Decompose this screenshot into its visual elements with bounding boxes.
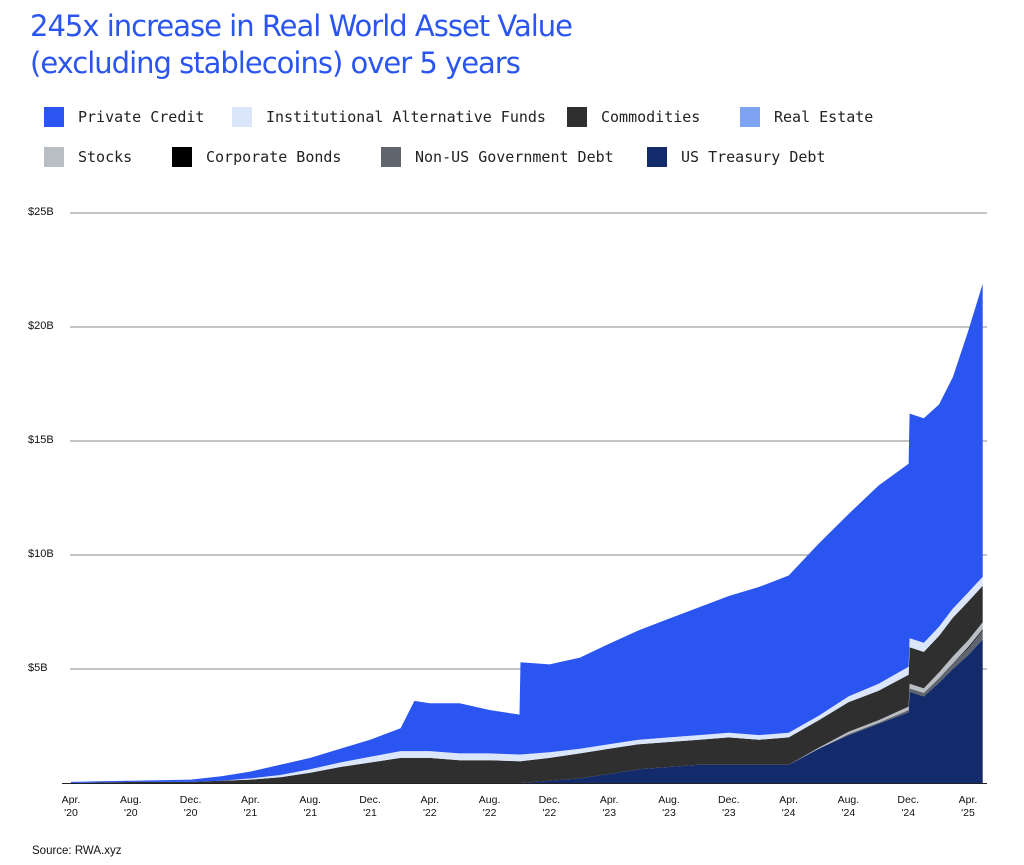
x-tick-label: Apr. '25	[948, 794, 988, 820]
x-tick-month: Apr.	[599, 794, 619, 806]
x-tick-month: Dec.	[897, 794, 919, 806]
legend-label: Institutional Alternative Funds	[266, 108, 546, 126]
legend-swatch	[172, 147, 192, 167]
x-tick-year: '25	[961, 807, 975, 819]
x-tick-year: '20	[123, 807, 138, 819]
x-tick-label: Aug. '21	[290, 794, 330, 820]
legend-label: US Treasury Debt	[681, 148, 826, 166]
x-tick-month: Dec.	[179, 794, 202, 806]
x-tick-month: Dec.	[538, 794, 561, 806]
legend-swatch	[567, 107, 587, 127]
x-tick-year: '23	[602, 807, 617, 819]
legend-item-non-us-government-debt: Non-US Government Debt	[381, 147, 614, 167]
x-tick-label: Apr. '23	[589, 794, 629, 820]
x-tick-label: Apr. '24	[769, 794, 809, 820]
x-tick-month: Apr.	[958, 794, 978, 806]
x-tick-year: '21	[363, 807, 377, 819]
area-private-credit	[71, 283, 983, 783]
x-tick-label: Dec. '24	[888, 794, 928, 820]
legend-label: Corporate Bonds	[206, 148, 342, 166]
legend-swatch	[647, 147, 667, 167]
x-tick-year: '20	[64, 807, 78, 819]
x-tick-month: Apr.	[779, 794, 798, 806]
x-tick-year: '22	[542, 807, 557, 819]
x-tick-month: Apr.	[420, 794, 440, 806]
legend-item-institutional-alternative-funds: Institutional Alternative Funds	[232, 107, 546, 127]
x-tick-month: Aug.	[478, 794, 501, 806]
x-tick-year: '22	[482, 807, 497, 819]
legend-item-us-treasury-debt: US Treasury Debt	[647, 147, 826, 167]
x-tick-label: Aug. '24	[828, 794, 868, 820]
y-tick-label: $15B	[28, 434, 54, 446]
x-tick-label: Aug. '22	[470, 794, 510, 820]
x-tick-month: Aug.	[299, 794, 321, 806]
legend-label: Private Credit	[78, 108, 205, 126]
x-tick-year: '24	[901, 807, 916, 819]
x-tick-label: Dec. '21	[350, 794, 390, 820]
x-tick-year: '23	[662, 807, 676, 819]
x-tick-year: '24	[781, 807, 796, 819]
legend-label: Commodities	[601, 108, 701, 126]
x-tick-label: Apr. '22	[410, 794, 450, 820]
source-note: Source: RWA.xyz	[32, 845, 122, 857]
x-tick-label: Dec. '23	[709, 794, 749, 820]
legend-item-corporate-bonds: Corporate Bonds	[172, 147, 341, 167]
x-tick-label: Apr. '21	[230, 794, 270, 820]
y-tick-label: $5B	[28, 662, 48, 674]
legend-swatch	[44, 107, 64, 127]
legend-item-stocks: Stocks	[44, 147, 132, 167]
x-tick-label: Apr. '20	[51, 794, 91, 820]
y-tick-label: $25B	[28, 206, 54, 218]
x-tick-year: '22	[422, 807, 437, 819]
legend-swatch	[381, 147, 401, 167]
x-tick-label: Aug. '20	[111, 794, 151, 820]
x-tick-label: Aug. '23	[649, 794, 689, 820]
title-line-1: 245x increase in Real World Asset Value	[30, 9, 573, 43]
area-us-treasury-debt	[71, 639, 983, 783]
x-tick-month: Apr.	[61, 794, 81, 806]
x-tick-year: '24	[841, 807, 856, 819]
legend-swatch	[232, 107, 252, 127]
x-tick-year: '20	[183, 807, 198, 819]
y-tick-label: $10B	[28, 548, 54, 560]
legend-item-real-estate: Real Estate	[740, 107, 873, 127]
x-tick-month: Dec.	[359, 794, 381, 806]
legend-label: Stocks	[78, 148, 133, 166]
x-tick-month: Dec.	[718, 794, 740, 806]
legend-label: Real Estate	[774, 108, 874, 126]
title-line-2: (excluding stablecoins) over 5 years	[30, 46, 521, 80]
x-tick-month: Aug.	[658, 794, 680, 806]
y-tick-label: $20B	[28, 320, 54, 332]
x-tick-month: Aug.	[837, 794, 860, 806]
x-tick-month: Apr.	[241, 794, 260, 806]
x-tick-year: '23	[721, 807, 736, 819]
legend-item-commodities: Commodities	[567, 107, 700, 127]
legend-swatch	[740, 107, 760, 127]
x-tick-label: Dec. '22	[529, 794, 569, 820]
x-tick-label: Dec. '20	[171, 794, 211, 820]
x-tick-year: '21	[243, 807, 258, 819]
chart-title: 245x increase in Real World Asset Value …	[30, 8, 573, 82]
legend-label: Non-US Government Debt	[415, 148, 614, 166]
legend-swatch	[44, 147, 64, 167]
x-tick-month: Aug.	[119, 794, 142, 806]
x-tick-year: '21	[303, 807, 318, 819]
legend-item-private-credit: Private Credit	[44, 107, 204, 127]
